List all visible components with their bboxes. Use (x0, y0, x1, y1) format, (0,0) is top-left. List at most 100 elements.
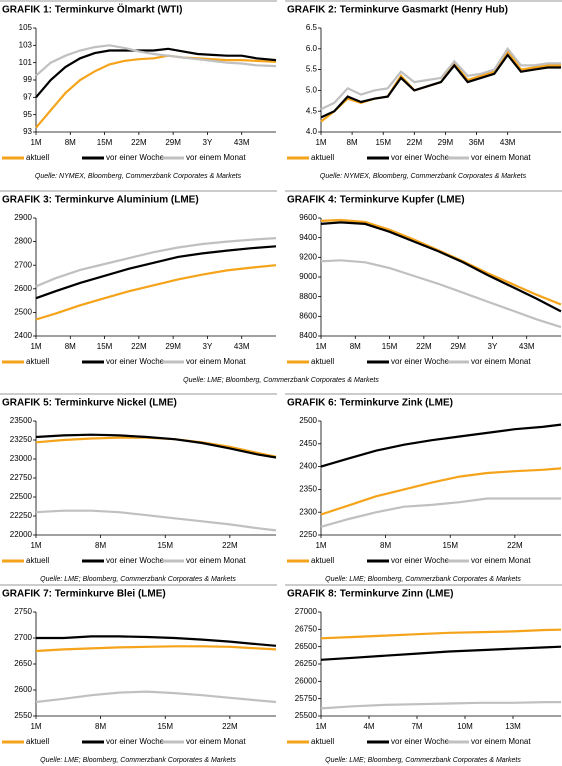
x-tick-label: 1M (30, 342, 41, 351)
y-tick-label: 2550 (14, 711, 32, 720)
series-line (35, 237, 277, 288)
legend-label: aktuell (26, 737, 49, 746)
y-tick-label: 2600 (14, 685, 32, 694)
y-tick-label: 93 (23, 127, 32, 136)
legend-label: vor einem Monat (471, 357, 531, 366)
y-tick-label: 99 (23, 75, 32, 84)
x-tick-label: 43M (234, 342, 250, 351)
series-line (35, 433, 277, 459)
chart-title: GRAFIK 8: Terminkurve Zinn (LME) (287, 589, 454, 600)
y-tick-label: 5.5 (306, 65, 318, 74)
x-tick-label: 8M (65, 138, 76, 147)
legend-label: vor einem Monat (186, 737, 246, 746)
chart-title: GRAFIK 5: Terminkurve Nickel (LME) (2, 398, 177, 409)
y-tick-label: 2750 (14, 607, 32, 616)
x-tick-label: 22M (131, 342, 147, 351)
series-line (35, 645, 277, 653)
y-tick-label: 2800 (14, 237, 32, 246)
x-tick-label: 15M (97, 138, 113, 147)
x-tick-label: 7M (411, 722, 422, 731)
legend-label: aktuell (311, 556, 334, 565)
series-line (35, 44, 277, 77)
y-tick-label: 105 (19, 23, 33, 32)
series-line (35, 54, 277, 129)
chart-title: GRAFIK 7: Terminkurve Blei (LME) (2, 589, 166, 600)
y-tick-label: 2500 (14, 308, 32, 317)
legend-label: vor einer Woche (106, 737, 165, 746)
y-tick-label: 9600 (299, 213, 317, 222)
x-tick-label: 22M (407, 138, 423, 147)
x-tick-label: 3Y (203, 138, 213, 147)
source-note: Quelle: LME; Bloomberg, Commerzbank Corp… (40, 757, 236, 764)
y-tick-label: 5.0 (306, 86, 318, 95)
y-tick-label: 4.5 (306, 106, 318, 115)
legend-label: vor einer Woche (391, 556, 450, 565)
y-tick-label: 8400 (299, 331, 317, 340)
legend-label: vor einer Woche (106, 153, 165, 162)
x-tick-label: 29M (438, 138, 454, 147)
series-line (35, 245, 277, 300)
y-tick-label: 27000 (295, 607, 318, 616)
y-tick-label: 2700 (14, 633, 32, 642)
series-line (320, 701, 561, 710)
series-line (320, 46, 561, 111)
y-tick-label: 22000 (10, 530, 33, 539)
x-tick-label: 4M (363, 722, 374, 731)
chart-title: GRAFIK 1: Terminkurve Ölmarkt (WTI) (2, 3, 182, 16)
series-line (35, 436, 277, 458)
legend-label: vor einem Monat (186, 556, 246, 565)
x-tick-label: 1M (30, 541, 41, 550)
x-tick-label: 22M (222, 722, 238, 731)
x-tick-label: 36M (469, 138, 485, 147)
y-tick-label: 103 (19, 40, 33, 49)
y-tick-label: 4.0 (306, 127, 318, 136)
legend-label: vor einem Monat (471, 556, 531, 565)
y-tick-label: 2600 (14, 284, 32, 293)
x-tick-label: 15M (97, 342, 113, 351)
legend-label: aktuell (26, 357, 49, 366)
chart-title: GRAFIK 3: Terminkurve Aluminium (LME) (2, 195, 199, 206)
x-tick-label: 8M (380, 541, 391, 550)
legend-label: vor einer Woche (106, 556, 165, 565)
y-tick-label: 22750 (10, 473, 33, 482)
x-tick-label: 8M (65, 342, 76, 351)
x-tick-label: 29M (165, 342, 181, 351)
y-tick-label: 2450 (299, 439, 317, 448)
legend-label: vor einem Monat (471, 153, 531, 162)
y-tick-label: 6.0 (306, 44, 318, 53)
y-tick-label: 25750 (295, 694, 318, 703)
series-line (36, 635, 277, 647)
legend-label: vor einem Monat (186, 357, 246, 366)
x-tick-label: 15M (382, 342, 398, 351)
y-tick-label: 8600 (299, 311, 317, 320)
y-tick-label: 23000 (10, 454, 33, 463)
y-tick-label: 6.5 (306, 23, 318, 32)
y-tick-label: 2500 (299, 416, 317, 425)
series-line (35, 690, 277, 704)
x-tick-label: 15M (157, 722, 173, 731)
y-tick-label: 9000 (299, 272, 317, 281)
y-tick-label: 2300 (299, 507, 317, 516)
legend-label: vor einer Woche (391, 737, 450, 746)
y-tick-label: 9400 (299, 233, 317, 242)
chart-title: GRAFIK 4: Terminkurve Kupfer (LME) (287, 195, 465, 206)
x-tick-label: 1M (30, 722, 41, 731)
series-line (320, 497, 561, 528)
y-tick-label: 2700 (14, 260, 32, 269)
source-note: Quelle: LME; Bloomberg, Commerzbank Corp… (40, 576, 236, 583)
chart-title: GRAFIK 2: Terminkurve Gasmarkt (Henry Hu… (287, 5, 508, 16)
y-tick-label: 2900 (14, 213, 32, 222)
x-tick-label: 3Y (203, 342, 213, 351)
y-tick-label: 25500 (295, 711, 318, 720)
legend-label: aktuell (311, 357, 334, 366)
x-tick-label: 1M (315, 342, 326, 351)
source-note: Quelle: LME; Bloomberg, Commerzbank Corp… (183, 377, 379, 384)
x-tick-label: 43M (519, 342, 535, 351)
y-tick-label: 23250 (10, 435, 33, 444)
x-tick-label: 29M (450, 342, 466, 351)
source-note: Quelle: LME; Bloomberg, Commerzbank Corp… (325, 576, 521, 583)
y-tick-label: 23500 (10, 416, 33, 425)
y-tick-label: 26000 (295, 676, 318, 685)
legend-label: vor einer Woche (391, 153, 450, 162)
y-tick-label: 22500 (10, 492, 33, 501)
